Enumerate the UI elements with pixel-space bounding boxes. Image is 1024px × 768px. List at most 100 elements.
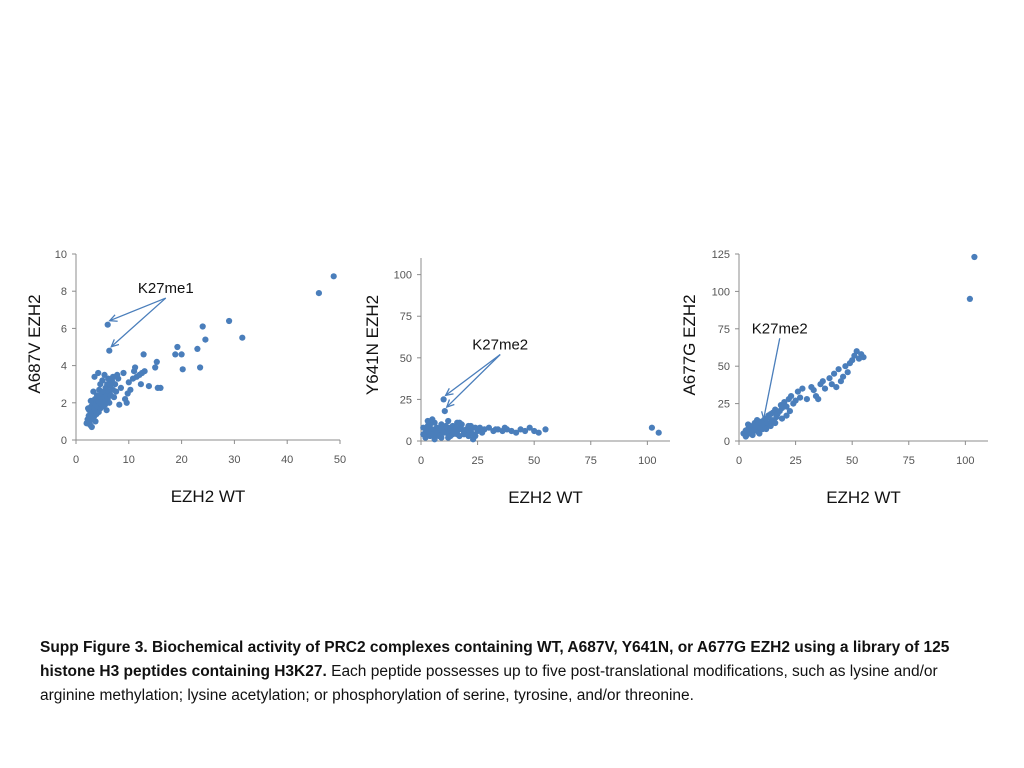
- data-point: [112, 381, 119, 388]
- data-point: [429, 416, 436, 423]
- data-point: [202, 336, 209, 343]
- data-point: [451, 429, 459, 436]
- data-point: [132, 364, 139, 371]
- x-tick-label: 75: [585, 455, 597, 467]
- data-point: [821, 385, 829, 392]
- data-point: [535, 429, 542, 436]
- y-tick-label: 100: [394, 270, 412, 282]
- data-point: [239, 334, 246, 341]
- annotation-arrowhead: [444, 388, 454, 397]
- data-point: [105, 375, 112, 382]
- x-axis-title: EZH2 WT: [171, 487, 246, 506]
- x-tick-label: 100: [638, 455, 656, 467]
- data-point: [842, 363, 849, 370]
- annotation-arrow: [446, 354, 501, 408]
- y-axis-title: A687V EZH2: [25, 294, 44, 393]
- data-point: [95, 369, 102, 377]
- data-point: [655, 429, 662, 436]
- data-point: [153, 358, 160, 365]
- annotation-arrowhead: [108, 314, 118, 322]
- data-point: [106, 347, 113, 354]
- annotation-arrowhead: [445, 399, 455, 409]
- data-point: [440, 429, 447, 436]
- scatter-chart-1: 0 2 4 6 8 10 0 10 20 30 40 50 EZH2 WT A687V EZH2 K27me…: [25, 249, 346, 506]
- data-point: [513, 429, 520, 436]
- y-tick-label: 100: [712, 286, 730, 298]
- y-tick-label: 125: [712, 249, 730, 261]
- data-point: [125, 379, 132, 386]
- data-point: [104, 321, 111, 328]
- data-point: [835, 366, 842, 373]
- data-point: [763, 425, 770, 433]
- data-point: [103, 407, 110, 414]
- y-tick-label: 50: [718, 361, 730, 373]
- data-point: [826, 375, 833, 382]
- x-tick-label: 50: [334, 454, 346, 466]
- x-tick-label: 0: [418, 455, 424, 467]
- data-point: [460, 431, 468, 438]
- data-point: [794, 388, 802, 395]
- data-point: [114, 371, 121, 378]
- data-point: [197, 364, 204, 371]
- data-point: [152, 364, 159, 371]
- annotation-arrow: [445, 353, 501, 396]
- data-point: [860, 354, 867, 361]
- data-point: [542, 426, 549, 433]
- annotation-arrow: [109, 297, 167, 322]
- data-point: [110, 394, 118, 401]
- data-point: [754, 417, 761, 424]
- data-point: [90, 388, 97, 395]
- data-point: [431, 436, 438, 443]
- y-axis-title: Y641N EZH2: [363, 295, 382, 395]
- y-tick-label: 75: [400, 311, 412, 323]
- data-point: [783, 412, 790, 419]
- data-point: [792, 397, 799, 404]
- data-point: [815, 396, 822, 403]
- data-point: [853, 348, 860, 355]
- y-tick-label: 2: [61, 398, 67, 410]
- figure-caption: Supp Figure 3. Biochemical activity of P…: [40, 636, 990, 708]
- annotation-label: K27me1: [138, 280, 194, 297]
- data-point: [485, 424, 492, 431]
- data-point: [440, 396, 447, 403]
- y-tick-label: 75: [718, 324, 730, 336]
- y-tick-label: 25: [718, 399, 730, 411]
- data-point: [828, 381, 835, 388]
- annotation-label: K27me2: [472, 337, 528, 354]
- annotation-arrowhead: [110, 339, 120, 348]
- data-point: [199, 323, 206, 330]
- data-point: [756, 430, 763, 437]
- data-point: [833, 384, 840, 391]
- data-point: [465, 422, 472, 430]
- data-point: [116, 401, 123, 408]
- data-point: [120, 369, 127, 377]
- annotation-arrowhead: [761, 411, 769, 421]
- x-axis-title: EZH2 WT: [508, 488, 583, 507]
- data-point: [433, 427, 440, 435]
- data-point: [138, 369, 146, 377]
- data-point: [758, 419, 765, 427]
- y-tick-label: 25: [400, 394, 412, 406]
- data-point: [429, 431, 436, 438]
- y-tick-label: 6: [61, 323, 67, 335]
- y-axis-title: A677G EZH2: [680, 294, 699, 395]
- data-point: [526, 424, 533, 431]
- data-point: [123, 399, 130, 406]
- data-point: [436, 432, 443, 440]
- data-point: [124, 390, 131, 397]
- data-point: [778, 415, 786, 422]
- x-tick-label: 0: [736, 455, 742, 467]
- x-tick-label: 40: [281, 454, 293, 466]
- data-point: [117, 384, 124, 391]
- data-point: [840, 373, 847, 380]
- data-point: [91, 373, 98, 380]
- data-point: [797, 394, 804, 401]
- data-point: [315, 290, 322, 297]
- data-point: [470, 436, 477, 443]
- data-point: [749, 431, 756, 439]
- x-tick-label: 50: [528, 455, 540, 467]
- data-point: [831, 370, 838, 377]
- x-tick-label: 50: [846, 455, 858, 467]
- data-point: [88, 423, 95, 431]
